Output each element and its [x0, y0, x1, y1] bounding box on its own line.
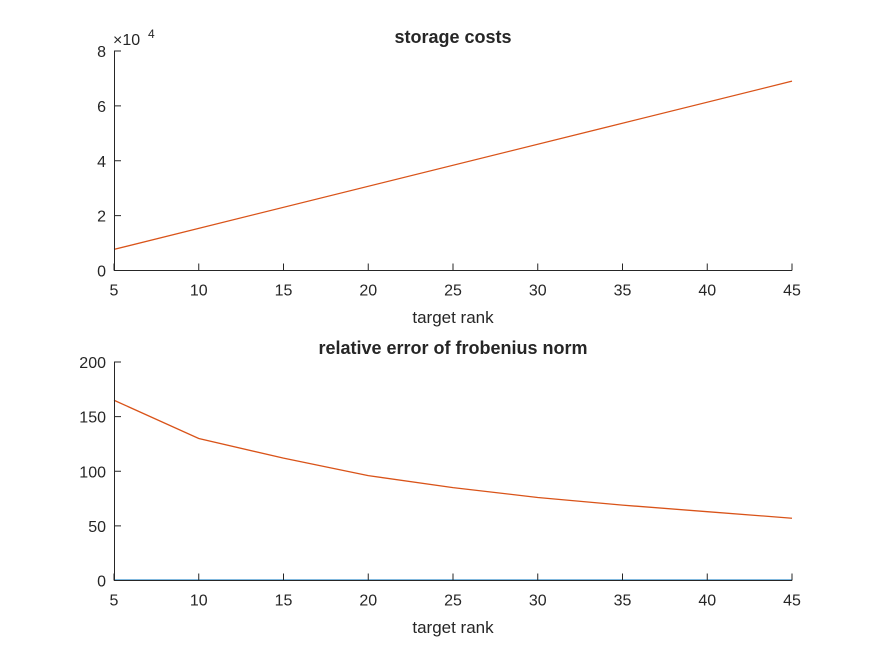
x-tick-label: 20	[359, 593, 377, 610]
x-tick-label: 15	[275, 283, 293, 300]
y-tick-label: 0	[97, 574, 106, 591]
y-ticks: 0 2 4 6 8	[97, 44, 121, 281]
x-tick-label: 35	[614, 593, 632, 610]
x-tick-label: 30	[529, 593, 547, 610]
x-tick-label: 20	[359, 283, 377, 300]
y-tick-label: 150	[79, 410, 106, 427]
x-tick-label: 35	[614, 283, 632, 300]
y-tick-label: 8	[97, 44, 106, 61]
y-tick-label: 6	[97, 99, 106, 116]
y-exponent-base: ×10	[113, 32, 140, 49]
x-tick-label: 10	[190, 593, 208, 610]
y-axis-exponent: ×10 4	[113, 27, 155, 49]
x-tick-label: 15	[275, 593, 293, 610]
y-exponent-power: 4	[148, 27, 155, 41]
storage-costs-axes: storage costs ×10 4 5 10 15 20 25 30 35 40 45 0 2…	[97, 27, 801, 327]
y-tick-label: 50	[88, 519, 106, 536]
x-tick-label: 45	[783, 593, 801, 610]
x-tick-label: 30	[529, 283, 547, 300]
chart-title: storage costs	[394, 27, 511, 47]
y-ticks: 0 50 100 150 200	[79, 355, 121, 591]
x-tick-label: 10	[190, 283, 208, 300]
x-tick-label: 40	[698, 283, 716, 300]
x-tick-label: 25	[444, 283, 462, 300]
x-tick-label: 40	[698, 593, 716, 610]
x-tick-label: 25	[444, 593, 462, 610]
plot-area	[113, 399, 793, 581]
x-tick-label: 5	[110, 593, 119, 610]
y-tick-label: 0	[97, 264, 106, 281]
y-tick-label: 100	[79, 464, 106, 481]
x-axis-label: target rank	[412, 618, 494, 637]
plot-area	[113, 80, 793, 251]
series-line-1	[113, 80, 793, 251]
x-ticks: 5 10 15 20 25 30 35 40 45	[110, 573, 801, 610]
series-line-1	[113, 399, 793, 519]
x-ticks: 5 10 15 20 25 30 35 40 45	[110, 263, 801, 300]
y-tick-label: 200	[79, 355, 106, 372]
relative-error-axes: relative error of frobenius norm 5 10 15 20…	[79, 338, 801, 637]
y-tick-label: 2	[97, 209, 106, 226]
x-axis-label: target rank	[412, 308, 494, 327]
x-tick-label: 45	[783, 283, 801, 300]
chart-title: relative error of frobenius norm	[318, 338, 587, 358]
y-tick-label: 4	[97, 154, 106, 171]
x-tick-label: 5	[110, 283, 119, 300]
